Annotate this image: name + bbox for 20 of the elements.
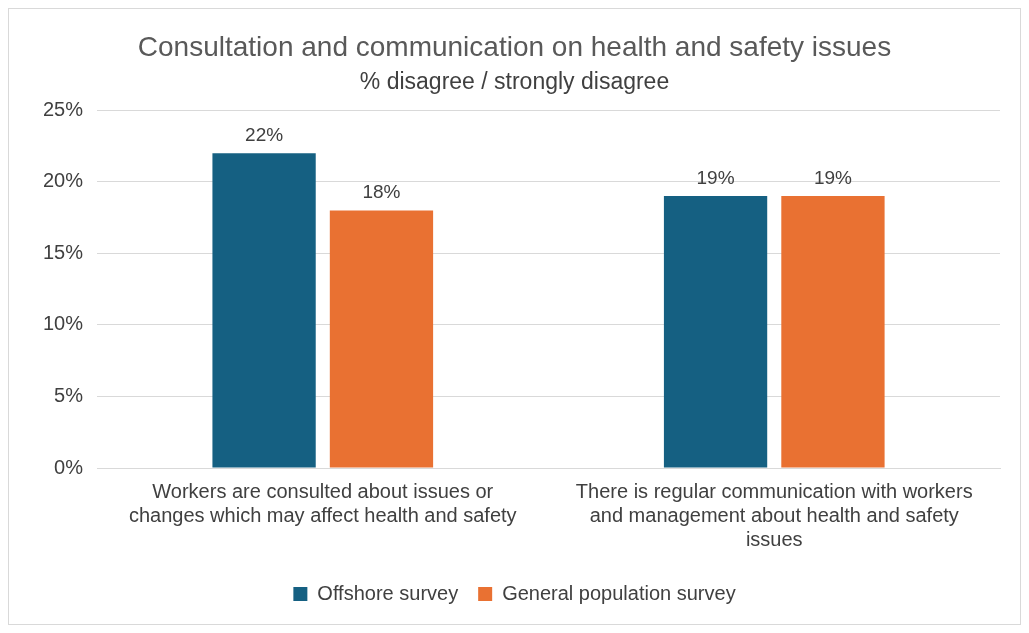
chart-title: Consultation and communication on health and safety issues <box>137 30 892 62</box>
y-tick-label: 10% <box>43 312 84 335</box>
legend-label: Offshore survey <box>317 581 459 604</box>
x-tick-label: Workers are consulted about issues or changes which may affect health and safety <box>128 479 517 526</box>
y-tick-label: 5% <box>54 383 84 406</box>
bar <box>781 196 885 468</box>
legend-label: General population survey <box>502 581 736 604</box>
bar <box>329 210 434 468</box>
chart-subtitle: % disagree / strongly disagree <box>359 67 670 94</box>
data-label: 19% <box>696 166 735 188</box>
bar <box>212 153 316 468</box>
y-tick-label: 20% <box>43 169 84 192</box>
y-tick-label: 15% <box>43 240 84 263</box>
bar <box>663 196 768 468</box>
data-label: 19% <box>813 166 853 188</box>
data-label: 22% <box>245 123 284 145</box>
data-label: 18% <box>362 181 401 203</box>
y-tick-label: 25% <box>43 97 84 120</box>
x-tick-label: There is regular communication with workers and management about health and safety issues <box>575 479 973 550</box>
y-tick-label: 0% <box>54 455 84 478</box>
